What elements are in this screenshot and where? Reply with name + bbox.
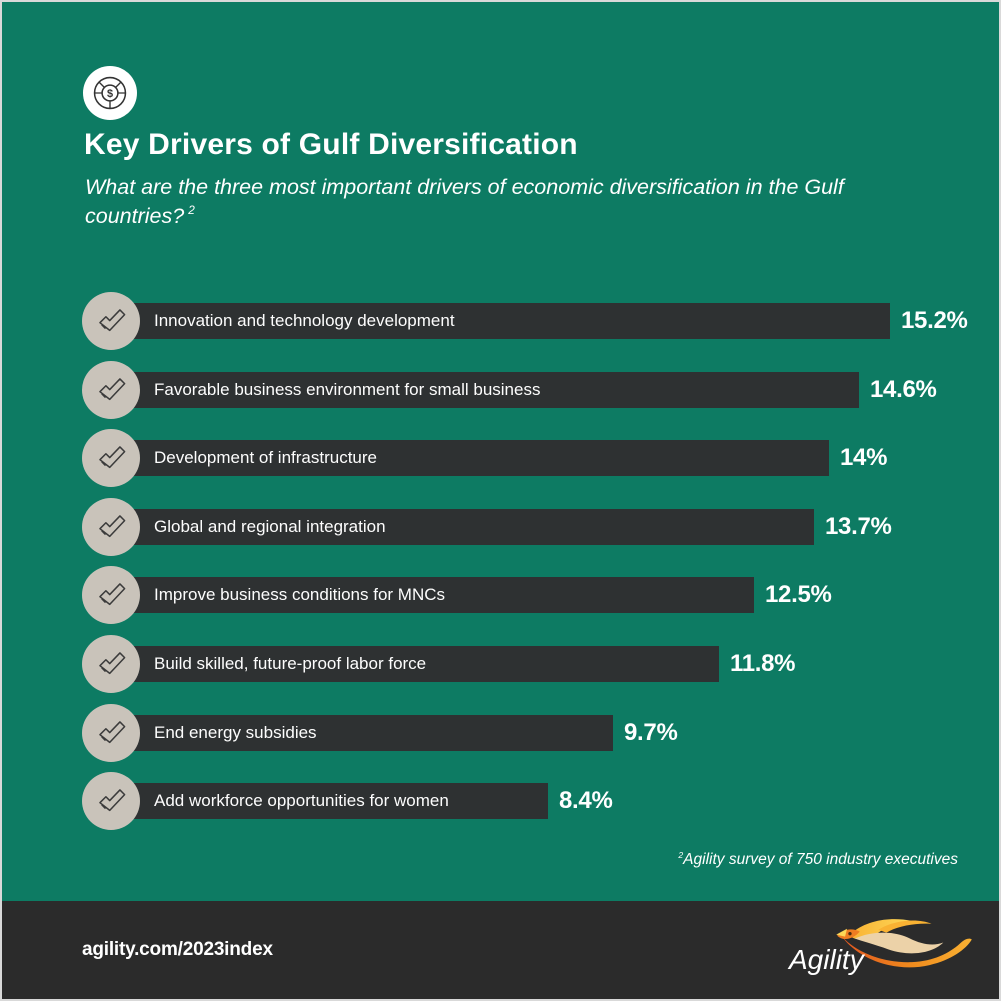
check-circle (82, 497, 140, 556)
bar-value: 12.5% (765, 581, 832, 609)
bar-value: 14% (840, 444, 888, 472)
bar-label: End energy subsidies (154, 722, 317, 742)
phoenix-icon (836, 919, 972, 968)
bar-label: Global and regional integration (154, 516, 386, 536)
bar-value: 15.2% (901, 307, 968, 334)
footnote-superscript: 2 (678, 849, 684, 860)
footer-url[interactable]: agility.com/2023index (82, 939, 273, 960)
agility-wordmark: Agility (789, 944, 864, 975)
bar-value: 9.7% (624, 718, 678, 746)
bar-label: Favorable business environment for small… (154, 379, 541, 399)
bar-row: Add workforce opportunities for women 8.… (82, 772, 987, 841)
check-circle (82, 703, 140, 762)
bar-row: Favorable business environment for small… (82, 360, 987, 430)
bar: Add workforce opportunities for women (104, 783, 548, 820)
footnote-text: Agility survey of 750 industry executive… (683, 851, 958, 868)
bar-row: Global and regional integration 13.7% (82, 497, 987, 567)
check-icon (99, 514, 126, 537)
bar-value: 13.7% (825, 512, 892, 540)
check-icon (99, 652, 126, 675)
footer: agility.com/2023index (2, 901, 999, 999)
bar-value: 8.4% (559, 787, 613, 815)
check-circle (82, 360, 140, 419)
bar: Development of infrastructure (104, 440, 829, 477)
bar-label: Innovation and technology development (154, 311, 455, 330)
bar-row: End energy subsidies 9.7% (82, 703, 987, 773)
bar: Improve business conditions for MNCs (104, 577, 754, 614)
check-circle (82, 634, 140, 693)
bar-chart: Innovation and technology development 15… (82, 292, 987, 841)
bar: Innovation and technology development (104, 303, 890, 339)
check-circle (82, 292, 140, 350)
bar-label: Improve business conditions for MNCs (154, 585, 446, 605)
check-icon (99, 583, 126, 606)
bar-value: 14.6% (870, 375, 937, 403)
check-icon (99, 789, 126, 812)
page-title: Key Drivers of Gulf Diversification (84, 128, 578, 161)
bar-row: Innovation and technology development 15… (82, 292, 987, 361)
subtitle-superscript: 2 (188, 203, 195, 218)
footnote: 2Agility survey of 750 industry executiv… (678, 851, 958, 869)
check-circle (82, 566, 140, 625)
check-circle (82, 772, 140, 831)
bar-row: Development of infrastructure 14% (82, 429, 987, 498)
bar-label: Build skilled, future-proof labor force (154, 653, 427, 673)
check-icon (99, 446, 126, 469)
agility-logo: Agility (789, 914, 973, 976)
bar-row: Build skilled, future-proof labor force … (82, 634, 987, 704)
bar-value: 11.8% (730, 649, 796, 677)
bar: Global and regional integration (104, 508, 814, 545)
check-circle (82, 429, 140, 488)
bar: Build skilled, future-proof labor force (104, 645, 719, 682)
bar-row: Improve business conditions for MNCs 12.… (82, 566, 987, 635)
subtitle-text: What are the three most important driver… (85, 175, 844, 228)
bar: Favorable business environment for small… (104, 371, 859, 408)
page-subtitle: What are the three most important driver… (85, 173, 895, 230)
bar: End energy subsidies (104, 714, 613, 751)
check-icon (99, 720, 126, 743)
donut-dollar-icon: $ (93, 76, 127, 110)
check-icon (99, 309, 126, 332)
bar-label: Development of infrastructure (154, 448, 377, 468)
bar-label: Add workforce opportunities for women (154, 791, 449, 811)
check-icon (99, 377, 126, 400)
dollar-symbol: $ (107, 88, 113, 100)
header-icon-circle: $ (83, 66, 137, 120)
